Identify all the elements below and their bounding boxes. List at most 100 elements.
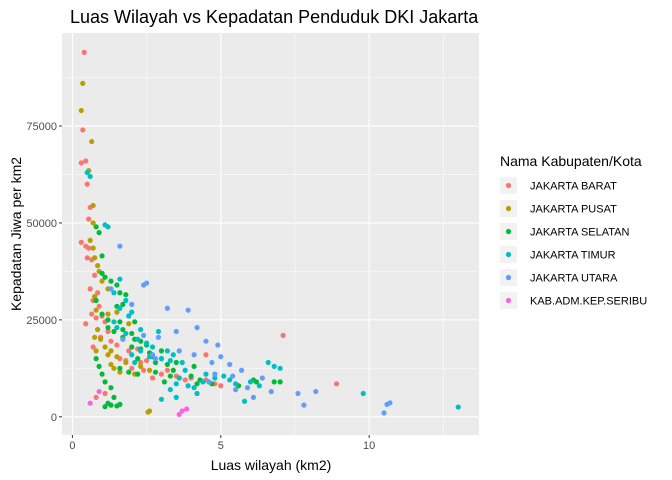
data-point xyxy=(191,385,197,391)
data-point xyxy=(93,307,99,313)
data-point xyxy=(149,375,156,381)
legend-label: JAKARTA PUSAT xyxy=(530,204,617,216)
data-point xyxy=(244,385,251,391)
data-point xyxy=(182,367,188,373)
legend-marker xyxy=(505,182,512,189)
data-point xyxy=(149,344,156,350)
data-point xyxy=(87,237,93,243)
data-point xyxy=(105,317,111,323)
data-point xyxy=(99,371,105,377)
data-point xyxy=(141,367,147,373)
data-point xyxy=(271,379,277,385)
data-point xyxy=(129,365,135,371)
data-point xyxy=(84,181,90,187)
data-point xyxy=(126,321,132,327)
x-axis-ticks: 0 5 10 xyxy=(69,435,375,452)
data-points xyxy=(78,49,461,418)
data-point xyxy=(185,307,191,313)
data-point xyxy=(129,309,135,315)
data-point xyxy=(117,290,123,296)
data-point xyxy=(89,138,95,145)
data-point xyxy=(97,336,104,342)
legend-label: KAB.ADM.KEP.SERIBU xyxy=(530,296,647,308)
data-point xyxy=(93,315,99,321)
plot-panel xyxy=(62,33,479,435)
data-point xyxy=(158,396,165,402)
legend-label: JAKARTA UTARA xyxy=(530,273,618,285)
data-point xyxy=(99,278,105,284)
legend-marker xyxy=(505,228,512,235)
data-point xyxy=(218,354,224,360)
data-point xyxy=(132,359,138,366)
data-point xyxy=(111,394,117,400)
data-point xyxy=(96,363,102,369)
data-point xyxy=(78,239,84,245)
data-point xyxy=(86,216,92,222)
data-point xyxy=(117,369,123,375)
data-point xyxy=(83,321,89,327)
data-point xyxy=(129,352,135,358)
data-point xyxy=(250,394,257,400)
data-point xyxy=(102,274,108,280)
data-point xyxy=(120,301,126,307)
legend-marker xyxy=(505,205,512,212)
data-point xyxy=(227,361,233,368)
data-point xyxy=(90,245,96,251)
data-point xyxy=(111,328,117,335)
legend-label: JAKARTA TIMUR xyxy=(530,250,616,262)
data-point xyxy=(182,377,188,383)
data-point xyxy=(247,379,254,385)
data-point xyxy=(301,402,307,408)
data-point xyxy=(105,224,111,230)
data-point xyxy=(99,311,105,317)
data-point xyxy=(105,328,111,335)
data-point xyxy=(215,342,221,348)
data-point xyxy=(108,402,114,408)
data-point xyxy=(96,230,102,236)
data-point xyxy=(114,354,120,360)
data-point xyxy=(92,255,98,261)
data-point xyxy=(167,373,173,379)
data-point xyxy=(105,311,111,317)
data-point xyxy=(117,243,123,249)
data-point xyxy=(164,348,170,354)
data-point xyxy=(95,290,101,296)
data-point xyxy=(176,411,182,418)
data-point xyxy=(102,379,108,385)
data-point xyxy=(146,367,153,373)
data-point xyxy=(152,369,159,375)
data-point xyxy=(117,305,123,311)
data-point xyxy=(206,379,212,385)
data-point xyxy=(83,158,89,164)
data-point xyxy=(179,359,185,366)
x-tick-label: 5 xyxy=(218,440,224,452)
data-point xyxy=(170,352,176,358)
y-tick-label: 75000 xyxy=(26,121,57,133)
data-point xyxy=(120,326,126,333)
data-point xyxy=(333,381,340,387)
data-point xyxy=(90,220,96,226)
data-point xyxy=(84,169,90,176)
data-point xyxy=(277,379,283,385)
data-point xyxy=(227,377,233,383)
data-point xyxy=(111,365,117,371)
data-point xyxy=(108,348,114,354)
data-point xyxy=(233,387,239,393)
data-point xyxy=(80,127,86,133)
x-tick-label: 0 xyxy=(69,440,75,452)
data-point xyxy=(126,313,132,319)
data-point xyxy=(141,332,147,338)
data-point xyxy=(114,282,120,288)
data-point xyxy=(78,160,84,166)
data-point xyxy=(84,255,90,261)
data-point xyxy=(81,49,87,55)
data-point xyxy=(87,400,93,406)
data-point xyxy=(188,373,194,379)
data-point xyxy=(117,365,123,371)
data-point xyxy=(185,383,191,389)
data-point xyxy=(93,297,99,304)
data-point xyxy=(158,371,165,377)
data-point xyxy=(87,173,93,180)
data-point xyxy=(132,319,138,325)
